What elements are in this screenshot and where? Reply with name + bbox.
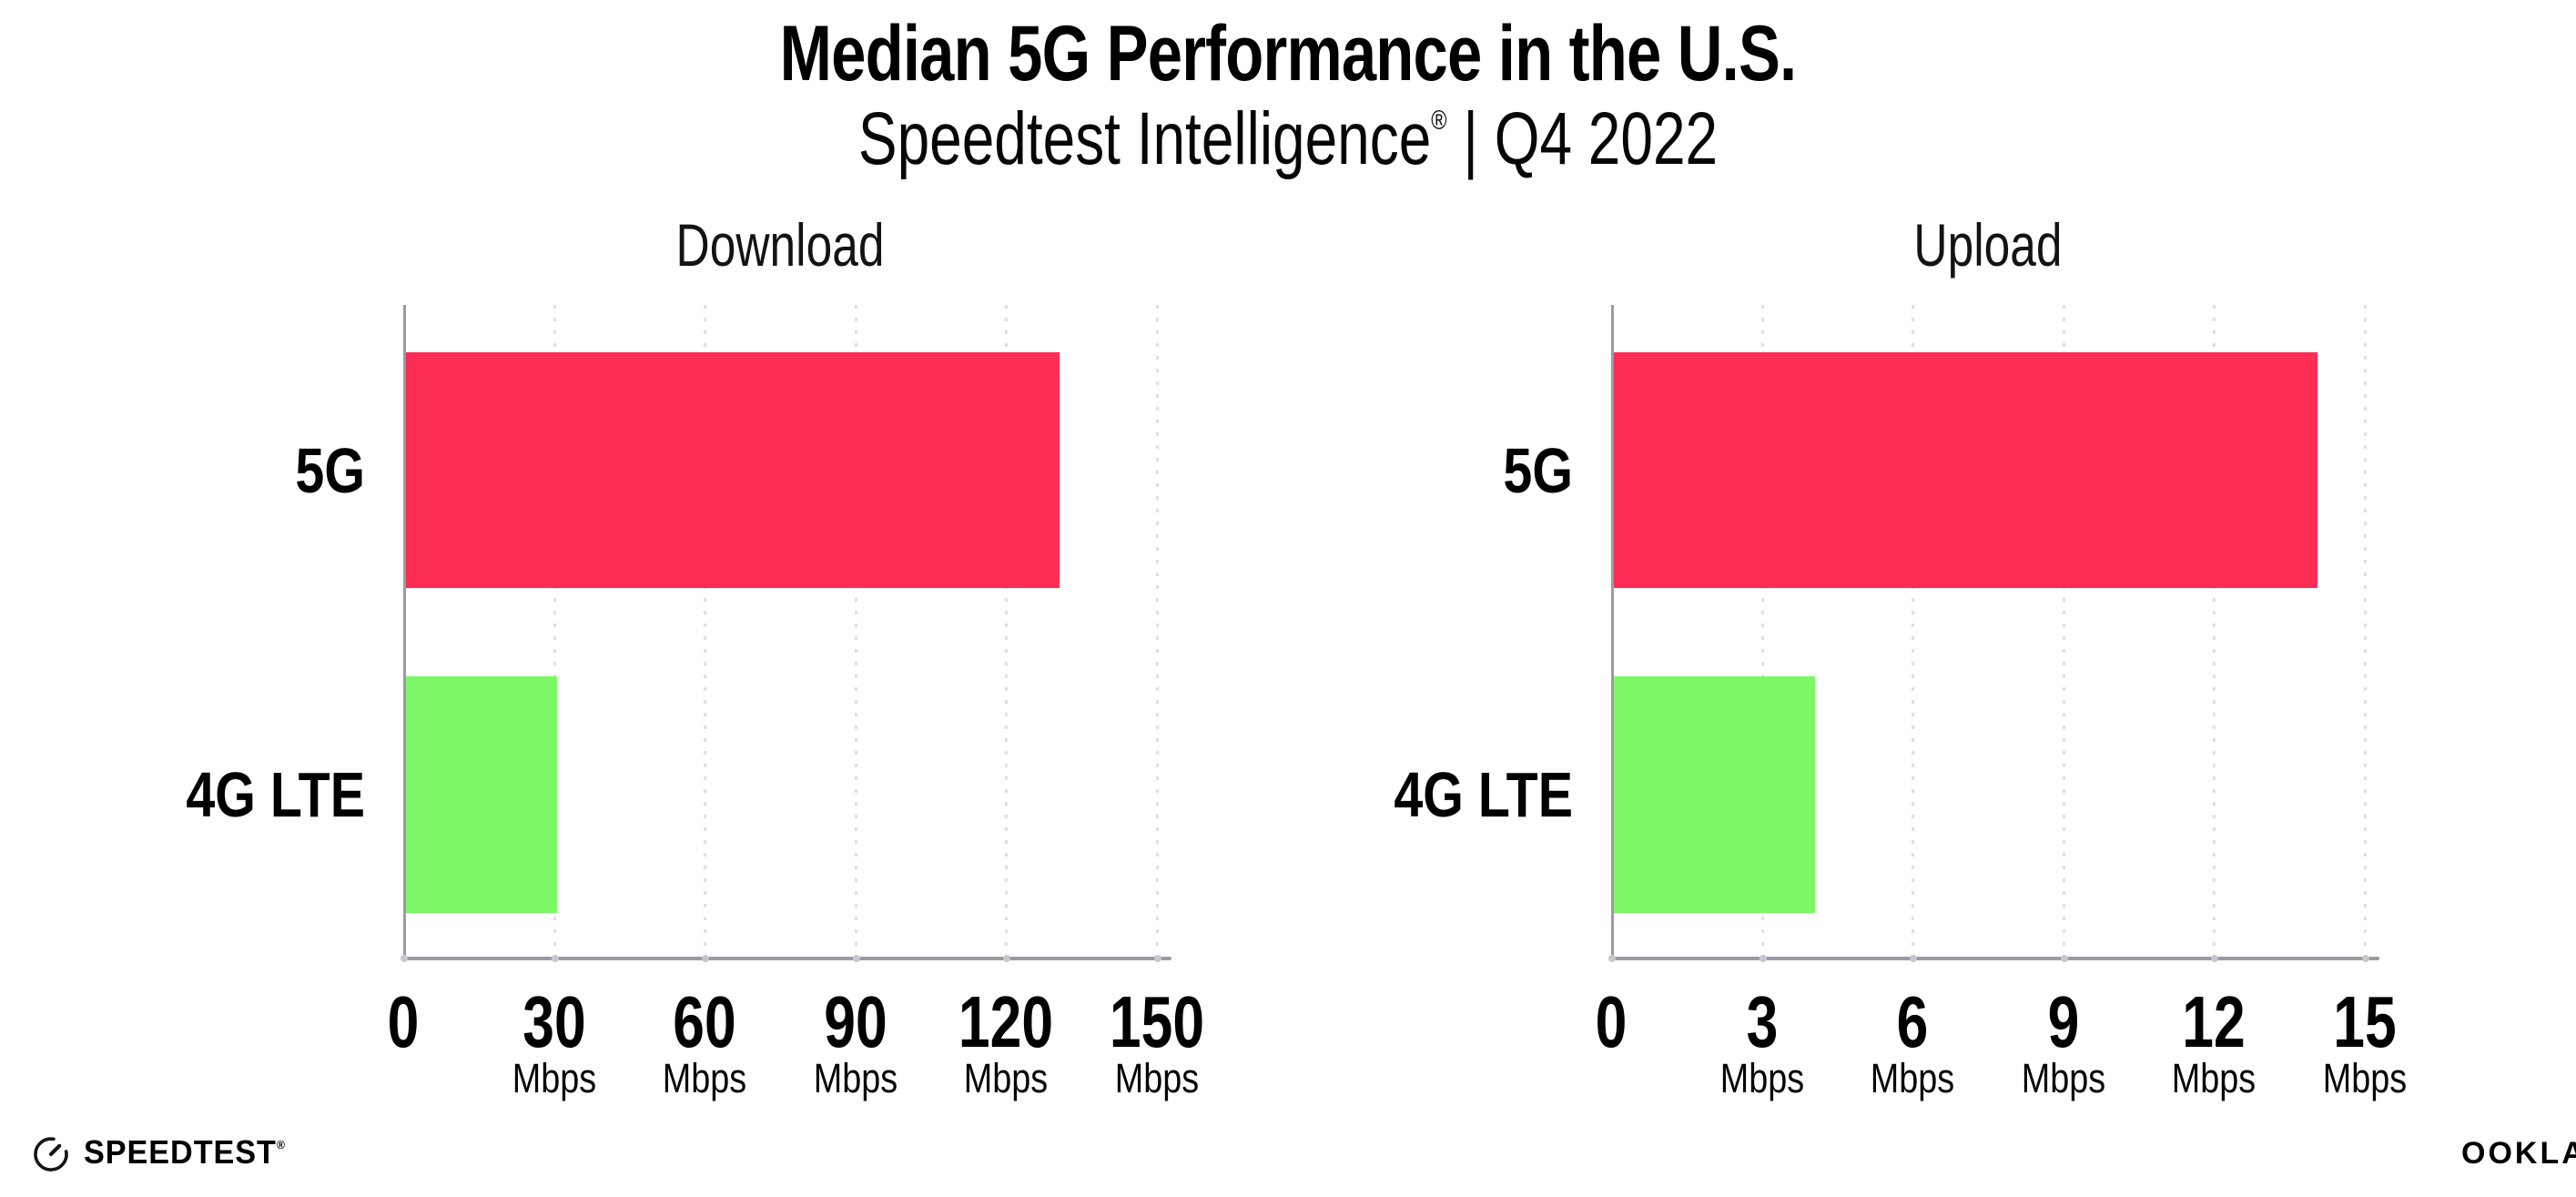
grid-line — [553, 305, 556, 957]
tick-label: 120 — [958, 981, 1054, 1062]
tick-label: 9 — [2047, 981, 2080, 1062]
tick-label: 0 — [387, 981, 420, 1062]
grid-line — [1760, 305, 1764, 957]
axis-tick-dot — [401, 955, 408, 962]
tick-label: 0 — [1595, 981, 1628, 1062]
axis-tick-dot — [2060, 955, 2068, 962]
bar-5g — [406, 352, 1060, 588]
tick-unit-label: Mbps — [813, 1055, 898, 1101]
grid-line — [704, 305, 707, 957]
tick-unit-label: Mbps — [1114, 1055, 1200, 1101]
bar-5g — [1614, 352, 2317, 588]
axis-tick-dot — [551, 955, 559, 962]
tick-label: 15 — [2333, 981, 2397, 1062]
grid-line — [2062, 305, 2065, 957]
speedtest-logo: SPEEDTEST® — [30, 1131, 297, 1173]
speedtest-wordmark: SPEEDTEST® — [84, 1133, 286, 1171]
grid-line — [854, 305, 857, 957]
tick-unit-label: Mbps — [1719, 1055, 1804, 1101]
chart-panel-download: Download 5G 4G LTE 0 30 Mbps 60 Mbps 90 Mbps 120 M… — [186, 0, 1204, 1197]
axis-tick-dot — [1759, 955, 1767, 962]
tick-label: 60 — [673, 981, 736, 1062]
tick-unit-label: Mbps — [964, 1055, 1049, 1101]
registered-mark-icon: ® — [1431, 106, 1447, 136]
grid-line — [2364, 305, 2367, 957]
tick-label: 90 — [824, 981, 887, 1062]
x-axis — [1611, 957, 2379, 960]
bar-4g-lte — [1614, 676, 1815, 913]
axis-tick-dot — [2211, 955, 2219, 962]
grid-line — [1912, 305, 1915, 957]
tick-label: 150 — [1109, 981, 1205, 1062]
subtitle-brand: Speedtest Intelligence — [857, 97, 1432, 180]
tick-unit-label: Mbps — [662, 1055, 747, 1101]
axis-tick-dot — [2362, 955, 2369, 962]
grid-line — [1005, 305, 1009, 957]
axis-tick-dot — [1910, 955, 1918, 962]
speedtest-gauge-icon — [30, 1131, 72, 1173]
page-title: Median 5G Performance in the U.S. — [779, 10, 1798, 97]
registered-mark-icon: ® — [276, 1138, 286, 1151]
panel-title-upload: Upload — [1913, 211, 2063, 279]
x-axis — [403, 957, 1171, 960]
y-axis — [403, 305, 406, 959]
chart-panel-upload: Upload 5G 4G LTE 0 3 Mbps 6 Mbps 9 Mbps 12 Mbps 15 M… — [1394, 0, 2407, 1197]
grid-line — [2213, 305, 2216, 957]
tick-label: 30 — [522, 981, 586, 1062]
tick-unit-label: Mbps — [2172, 1055, 2257, 1101]
panel-title-download: Download — [675, 211, 885, 279]
ookla-wordmark: OOKLA® — [2461, 1136, 2576, 1171]
category-label: 4G LTE — [1394, 759, 1573, 830]
tick-label: 3 — [1746, 981, 1778, 1062]
tick-unit-label: Mbps — [1870, 1055, 1955, 1101]
axis-tick-dot — [852, 955, 860, 962]
axis-tick-dot — [702, 955, 710, 962]
axis-tick-dot — [1608, 955, 1616, 962]
category-label: 5G — [295, 434, 365, 506]
bar-4g-lte — [406, 676, 557, 913]
tick-label: 6 — [1896, 981, 1929, 1062]
subtitle-period: | Q4 2022 — [1446, 97, 1719, 180]
tick-unit-label: Mbps — [2021, 1055, 2106, 1101]
ookla-logo: OOKLA® — [2461, 1138, 2576, 1169]
tick-label: 12 — [2182, 981, 2246, 1062]
category-label: 5G — [1503, 434, 1573, 506]
tick-unit-label: Mbps — [2322, 1055, 2408, 1101]
axis-tick-dot — [1154, 955, 1161, 962]
page-subtitle: Speedtest Intelligence® | Q4 2022 — [283, 102, 2292, 177]
tick-unit-label: Mbps — [512, 1055, 596, 1101]
axis-tick-dot — [1003, 955, 1011, 962]
category-label: 4G LTE — [186, 759, 365, 830]
y-axis — [1611, 305, 1614, 959]
grid-line — [1156, 305, 1159, 957]
